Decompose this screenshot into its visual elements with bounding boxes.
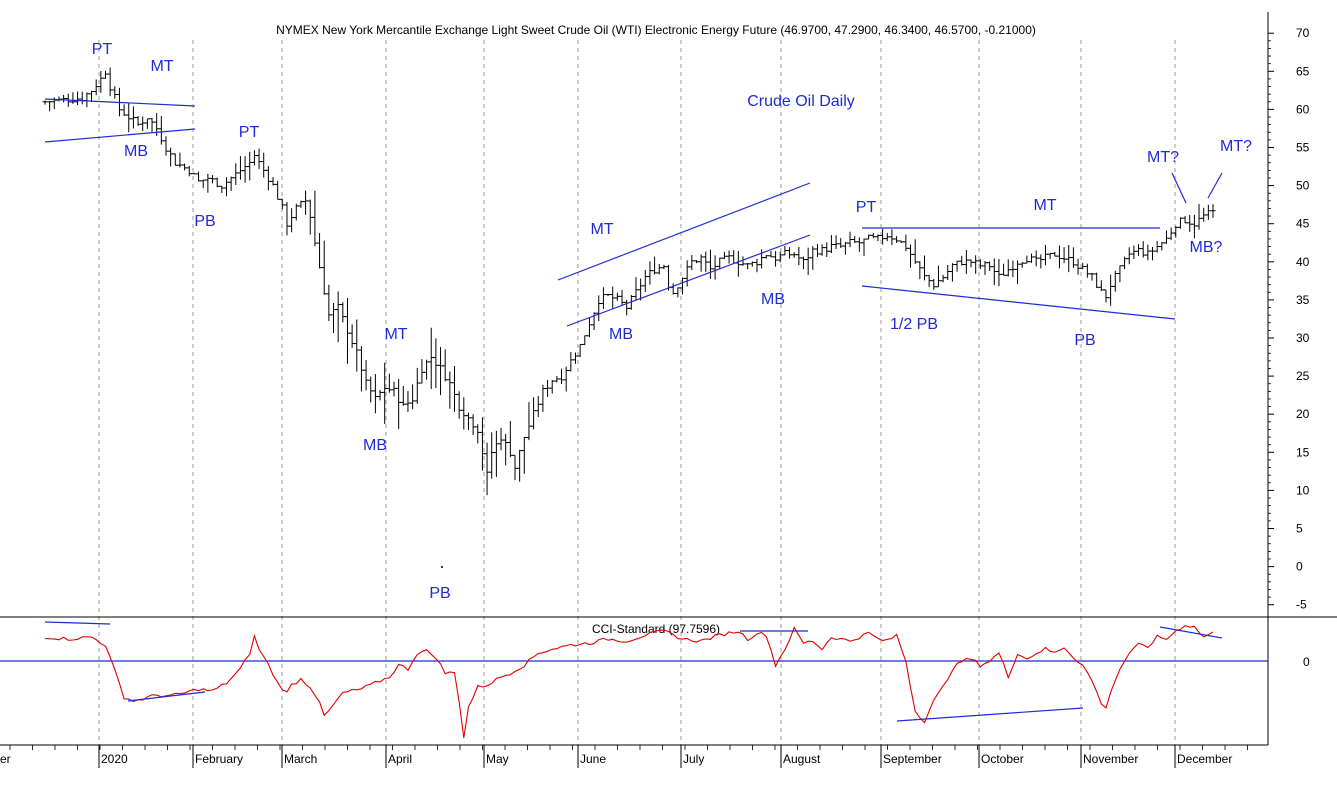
- x-tick-label: May: [486, 752, 509, 766]
- pattern-label: PT: [239, 124, 260, 141]
- price-bars: [42, 67, 1216, 568]
- indicator-zero-tick: 0: [1303, 655, 1310, 669]
- y-tick-label: 15: [1296, 445, 1310, 459]
- x-tick-label: 2020: [101, 752, 128, 766]
- y-tick-label: 5: [1296, 522, 1303, 536]
- chart-subtitle: Crude Oil Daily: [747, 93, 855, 110]
- outlier-dot: [441, 566, 443, 568]
- y-tick-label: -5: [1296, 598, 1307, 612]
- pattern-label: MT: [590, 221, 613, 238]
- trendline: [1171, 172, 1187, 204]
- y-tick-label: 20: [1296, 407, 1310, 421]
- trendline: [1207, 172, 1223, 199]
- trendline: [557, 182, 811, 281]
- indicator-trendlines: [44, 621, 1223, 722]
- pattern-label: 1/2 PB: [890, 316, 938, 333]
- trendlines: [44, 98, 1223, 327]
- pattern-label: MT: [150, 58, 173, 75]
- trendline: [44, 98, 196, 107]
- y-tick-label: 40: [1296, 255, 1310, 269]
- month-gridlines: [98, 40, 1176, 745]
- pattern-label: MB: [124, 143, 148, 160]
- chart-title: NYMEX New York Mercantile Exchange Light…: [276, 23, 1036, 37]
- cci-line: [44, 624, 1214, 738]
- y-tick-label: 35: [1296, 293, 1310, 307]
- indicator-trendline: [896, 707, 1084, 722]
- trendline: [566, 234, 811, 327]
- pattern-label: MB: [761, 291, 785, 308]
- pattern-label: PB: [429, 585, 450, 602]
- y-tick-label: 0: [1296, 560, 1303, 574]
- pattern-label: MB: [363, 437, 387, 454]
- x-tick-label: December: [1177, 752, 1232, 766]
- indicator-trendline: [44, 621, 111, 625]
- x-axis-ticks: er 2020 February March April May June July Augus…: [0, 745, 1248, 768]
- indicator-trendline: [127, 691, 206, 702]
- y-tick-label: 50: [1296, 179, 1310, 193]
- y-tick-label: 45: [1296, 217, 1310, 231]
- x-tick-label: March: [284, 752, 317, 766]
- x-tick-label: er: [0, 752, 11, 766]
- pattern-label: MB: [609, 326, 633, 343]
- x-tick-label: July: [683, 752, 704, 766]
- y-tick-label: 10: [1296, 483, 1310, 497]
- x-tick-label: April: [388, 752, 412, 766]
- x-tick-label: October: [981, 752, 1024, 766]
- pattern-annotations: PT MT MB PB PT MT MB PB MT MB MB PT MT 1/2 PB PB MT? MT?…: [92, 41, 1252, 602]
- x-tick-label: November: [1083, 752, 1138, 766]
- y-tick-label: 25: [1296, 369, 1310, 383]
- y-tick-label: 70: [1296, 26, 1310, 40]
- x-tick-label: August: [783, 752, 821, 766]
- pattern-label: MT: [384, 326, 407, 343]
- pattern-label: PT: [856, 199, 877, 216]
- y-tick-label: 55: [1296, 141, 1310, 155]
- x-tick-label: June: [580, 752, 606, 766]
- y-tick-label: 65: [1296, 64, 1310, 78]
- pattern-label: MB?: [1190, 239, 1223, 256]
- pattern-label: MT: [1033, 197, 1056, 214]
- trendline: [44, 128, 196, 143]
- pattern-label: PB: [194, 213, 215, 230]
- pattern-label: MT?: [1220, 138, 1252, 155]
- x-tick-label: February: [195, 752, 243, 766]
- pattern-label: PB: [1074, 332, 1095, 349]
- y-tick-label: 60: [1296, 102, 1310, 116]
- indicator-trendline: [1159, 626, 1223, 639]
- trendline: [861, 285, 1176, 320]
- indicator-label: CCI-Standard (97.7596): [592, 622, 720, 636]
- pattern-label: PT: [92, 41, 113, 58]
- y-tick-label: 30: [1296, 331, 1310, 345]
- pattern-label: MT?: [1147, 149, 1179, 166]
- x-tick-label: September: [883, 752, 942, 766]
